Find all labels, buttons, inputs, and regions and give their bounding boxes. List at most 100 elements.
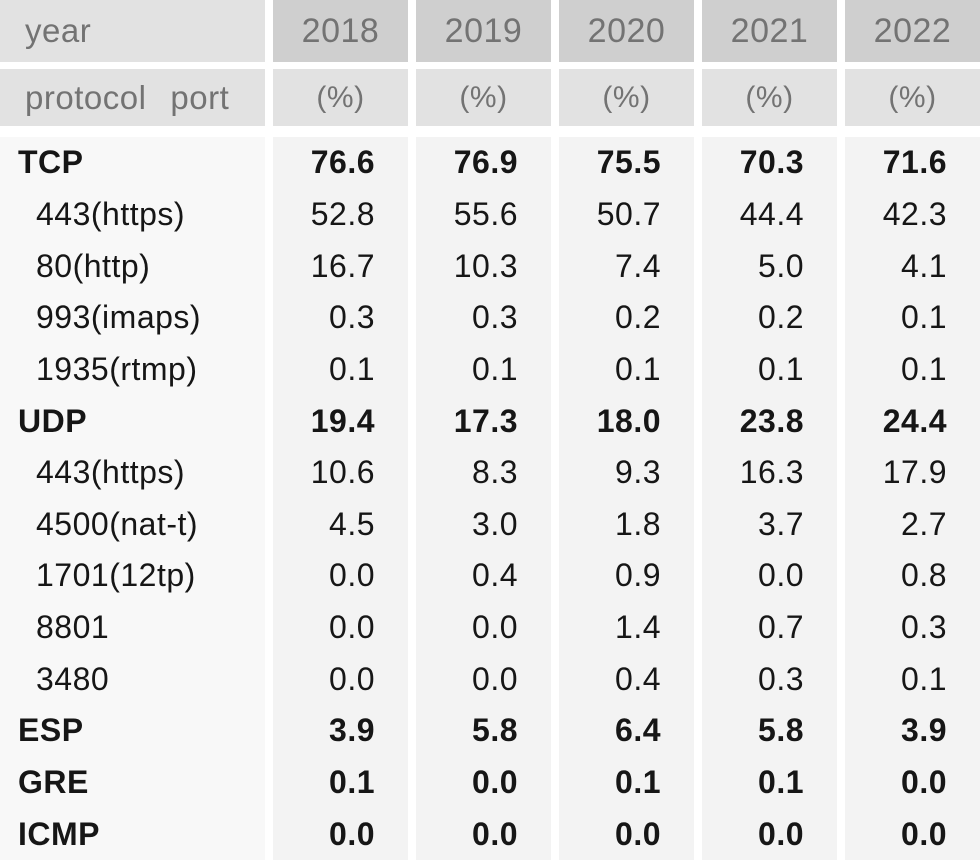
value-cell: 1.4 (559, 601, 694, 654)
value-cell: 0.4 (559, 653, 694, 706)
value-cell: 0.9 (559, 550, 694, 602)
value-cell: 0.0 (845, 756, 980, 809)
value-cell: 2.7 (845, 498, 980, 551)
port-row-label: 443(https) (0, 446, 265, 499)
protocol-row-label: TCP (0, 137, 265, 189)
port-row-label: 4500(nat-t) (0, 498, 265, 551)
protocol-header-label: protocol (25, 78, 147, 116)
value-cell: 0.0 (702, 808, 837, 860)
value-cell: 3.9 (845, 705, 980, 757)
port-row-label: 1935(rtmp) (0, 343, 265, 396)
value-cell: 0.1 (273, 756, 408, 809)
port-row-label: 1701(12tp) (0, 550, 265, 602)
protocol-row-label: GRE (0, 756, 265, 809)
value-cell: 76.9 (416, 137, 551, 189)
value-cell: 0.0 (273, 601, 408, 654)
value-cell: 1.8 (559, 498, 694, 551)
value-cell: 0.0 (702, 550, 837, 602)
value-cell: 18.0 (559, 395, 694, 447)
value-cell: 5.8 (702, 705, 837, 757)
value-cell: 0.1 (845, 291, 980, 344)
value-cell: 50.7 (559, 188, 694, 241)
value-cell: 16.7 (273, 240, 408, 292)
value-cell: 44.4 (702, 188, 837, 241)
value-cell: 0.0 (416, 601, 551, 654)
value-cell: 76.6 (273, 137, 408, 189)
value-cell: 0.0 (416, 653, 551, 706)
value-cell: 19.4 (273, 395, 408, 447)
value-cell: 17.3 (416, 395, 551, 447)
protocol-port-header-cell: protocol port (0, 69, 265, 126)
value-cell: 0.0 (273, 550, 408, 602)
value-cell: 10.6 (273, 446, 408, 499)
year-header-row: year 2018 2019 2020 2021 2022 (0, 0, 980, 62)
value-cell: 0.1 (845, 343, 980, 396)
value-cell: 0.1 (559, 756, 694, 809)
year-header-label-cell: year (0, 0, 265, 62)
value-cell: 70.3 (702, 137, 837, 189)
value-cell: 0.8 (845, 550, 980, 602)
protocol-row-label: ESP (0, 705, 265, 757)
value-cell: 0.0 (273, 653, 408, 706)
value-cell: 9.3 (559, 446, 694, 499)
value-cell: 0.1 (702, 343, 837, 396)
year-cell-2019: 2019 (416, 0, 551, 62)
value-cell: 4.1 (845, 240, 980, 292)
value-cell: 0.3 (845, 601, 980, 654)
unit-header-row: protocol port (%) (%) (%) (%) (%) (0, 69, 980, 126)
unit-cell-2018: (%) (273, 69, 408, 126)
year-cell-2021: 2021 (702, 0, 837, 62)
year-cell-2020: 2020 (559, 0, 694, 62)
port-row-label: 993(imaps) (0, 291, 265, 344)
value-cell: 0.2 (702, 291, 837, 344)
protocol-row-label: UDP (0, 395, 265, 447)
value-cell: 0.1 (416, 343, 551, 396)
year-cell-2018: 2018 (273, 0, 408, 62)
value-cell: 3.7 (702, 498, 837, 551)
value-cell: 0.1 (559, 343, 694, 396)
value-cell: 23.8 (702, 395, 837, 447)
value-cell: 42.3 (845, 188, 980, 241)
value-cell: 71.6 (845, 137, 980, 189)
value-cell: 0.0 (416, 756, 551, 809)
unit-cell-2021: (%) (702, 69, 837, 126)
value-cell: 0.3 (702, 653, 837, 706)
value-cell: 0.3 (416, 291, 551, 344)
value-cell: 7.4 (559, 240, 694, 292)
value-cell: 17.9 (845, 446, 980, 499)
value-cell: 10.3 (416, 240, 551, 292)
value-cell: 0.7 (702, 601, 837, 654)
protocol-row-label: ICMP (0, 808, 265, 860)
year-header-label: year (25, 12, 92, 49)
value-cell: 5.8 (416, 705, 551, 757)
value-cell: 0.0 (845, 808, 980, 860)
port-row-label: 80(http) (0, 240, 265, 292)
value-cell: 0.1 (702, 756, 837, 809)
port-row-label: 3480 (0, 653, 265, 706)
unit-cell-2019: (%) (416, 69, 551, 126)
year-cell-2022: 2022 (845, 0, 980, 62)
value-cell: 16.3 (702, 446, 837, 499)
value-cell: 3.9 (273, 705, 408, 757)
value-cell: 0.2 (559, 291, 694, 344)
value-cell: 6.4 (559, 705, 694, 757)
value-cell: 75.5 (559, 137, 694, 189)
value-cell: 55.6 (416, 188, 551, 241)
value-cell: 52.8 (273, 188, 408, 241)
value-cell: 8.3 (416, 446, 551, 499)
value-cell: 0.1 (273, 343, 408, 396)
port-row-label: 8801 (0, 601, 265, 654)
unit-cell-2022: (%) (845, 69, 980, 126)
value-cell: 5.0 (702, 240, 837, 292)
value-cell: 0.4 (416, 550, 551, 602)
unit-cell-2020: (%) (559, 69, 694, 126)
value-cell: 0.0 (416, 808, 551, 860)
value-cell: 0.0 (559, 808, 694, 860)
port-row-label: 443(https) (0, 188, 265, 241)
value-cell: 4.5 (273, 498, 408, 551)
table-body: TCP 76.6 76.9 75.5 70.3 71.6 443(https) 52.8 55.… (0, 137, 980, 860)
value-cell: 0.1 (845, 653, 980, 706)
value-cell: 0.3 (273, 291, 408, 344)
port-header-label: port (170, 78, 230, 116)
